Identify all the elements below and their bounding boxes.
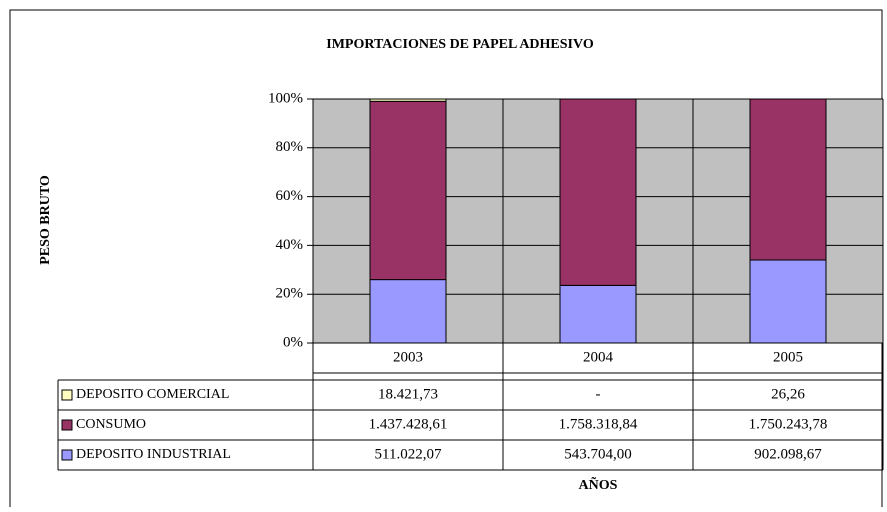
y-axis-label: PESO BRUTO [38,175,53,265]
data-label: 1.437.428,61 [369,416,448,432]
y-tick-label: 100% [268,90,303,106]
y-tick-label: 0% [283,334,303,350]
legend-label: CONSUMO [76,417,146,432]
data-label: 543.704,00 [564,446,632,462]
y-tick-label: 60% [276,188,304,204]
bar-segment [560,285,636,343]
data-label: 1.750.243,78 [749,416,828,432]
bar-segment [370,101,446,279]
x-tick-label: 2004 [583,349,614,365]
chart-title: IMPORTACIONES DE PAPEL ADHESIVO [326,37,594,52]
bar-segment [750,99,826,260]
data-label: 1.758.318,84 [559,416,638,432]
legend-label: DEPOSITO COMERCIAL [76,387,229,402]
x-axis-label: AÑOS [579,475,618,493]
y-tick-label: 40% [276,237,304,253]
bar-segment [750,260,826,343]
data-label: 18.421,73 [378,386,438,402]
legend-swatch [62,390,72,400]
legend-swatch [62,420,72,430]
legend-label: DEPOSITO INDUSTRIAL [76,447,231,462]
x-tick-label: 2003 [393,349,423,365]
legend-swatch [62,450,72,460]
x-tick-label: 2005 [773,349,803,365]
bar-segment [370,99,446,101]
bar-segment [560,99,636,285]
data-label: 26,26 [771,386,805,402]
data-label: 511.022,07 [375,446,442,462]
data-label: - [596,386,601,402]
data-label: 902.098,67 [754,446,822,462]
y-tick-label: 80% [276,139,304,155]
y-tick-label: 20% [276,286,304,302]
bar-segment [370,280,446,343]
